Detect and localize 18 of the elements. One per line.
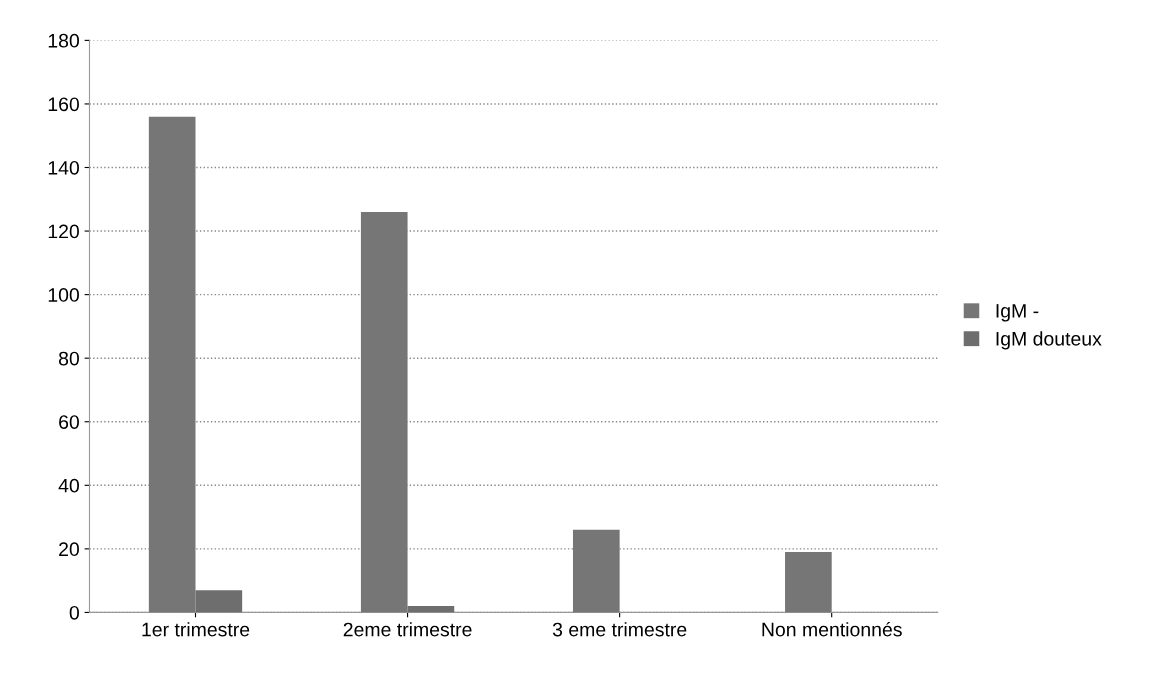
y-tick-label: 40	[58, 478, 79, 493]
bar	[572, 529, 620, 613]
y-tick-label: 20	[59, 542, 79, 557]
legend-label: IgM douteux	[996, 331, 1102, 350]
y-tick-label: 60	[59, 415, 79, 429]
x-tick-label: 2eme trimestre	[343, 622, 472, 637]
y-tick-label: 100	[48, 288, 79, 302]
bar	[785, 552, 832, 613]
x-tick-label: Non mentionnés	[762, 621, 902, 637]
y-tick-label: 180	[48, 33, 79, 48]
x-tick-label: 1er trimestre	[142, 622, 250, 637]
y-tick-label: 80	[58, 351, 79, 366]
y-tick-label: 120	[48, 224, 79, 239]
y-tick-label: 140	[48, 160, 79, 175]
y-tick-label: 160	[48, 97, 79, 112]
y-tick-label: 0	[69, 605, 79, 620]
x-tick-label: 3 eme trimestre	[552, 622, 687, 637]
legend-label: IgM -	[996, 304, 1039, 322]
